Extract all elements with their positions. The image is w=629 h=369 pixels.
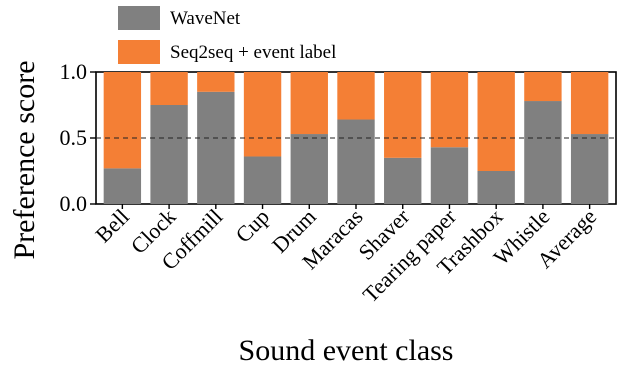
bar-wavenet-whistle (524, 101, 562, 204)
bar-wavenet-coffmill (197, 91, 235, 204)
y-axis-title: Preference score (8, 60, 41, 259)
y-tick-label: 1.0 (60, 59, 88, 84)
bar-wavenet-shaver (384, 157, 422, 204)
y-tick-label: 0.5 (60, 125, 88, 150)
bar-seq2seq-whistle (524, 72, 562, 102)
bar-wavenet-tearing-paper (430, 147, 469, 204)
bar-wavenet-clock (150, 105, 188, 204)
bar-seq2seq-bell (103, 72, 142, 169)
bar-seq2seq-shaver (384, 72, 422, 158)
bar-wavenet-maracas (337, 119, 375, 204)
bar-seq2seq-average (570, 72, 609, 135)
bar-wavenet-bell (103, 168, 142, 204)
legend: WaveNet Seq2seq + event label (118, 6, 336, 64)
x-axis-title: Sound event class (239, 334, 454, 367)
legend-label-wavenet: WaveNet (170, 8, 241, 29)
legend-swatch-wavenet (118, 6, 160, 30)
bar-seq2seq-cup (243, 72, 282, 157)
bar-seq2seq-tearing-paper (430, 72, 469, 148)
bar-wavenet-average (570, 134, 609, 204)
bar-wavenet-drum (290, 134, 328, 204)
legend-swatch-seq2seq (118, 40, 160, 64)
bar-seq2seq-clock (150, 72, 188, 105)
y-tick-label: 0.0 (60, 191, 88, 216)
plot-area (95, 71, 617, 205)
bar-seq2seq-trashbox (477, 72, 515, 171)
bar-seq2seq-coffmill (197, 72, 235, 92)
bar-seq2seq-drum (290, 72, 328, 135)
bar-seq2seq-maracas (337, 72, 375, 120)
bar-wavenet-cup (243, 156, 282, 204)
bar-wavenet-trashbox (477, 171, 515, 204)
legend-label-seq2seq: Seq2seq + event label (170, 42, 336, 63)
y-axis: 0.0 0.5 1.0 (60, 59, 96, 216)
